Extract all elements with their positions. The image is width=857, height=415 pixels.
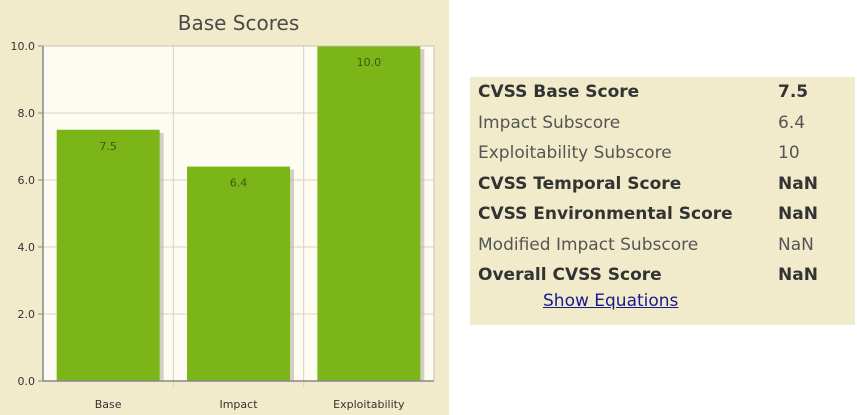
bar-value-label: 10.0 <box>357 56 382 69</box>
show-equations-link[interactable]: Show Equations <box>543 291 679 311</box>
score-value: 7.5 <box>778 82 809 103</box>
score-label: CVSS Temporal Score <box>478 173 682 194</box>
y-tick-label: 0.0 <box>18 375 36 388</box>
score-value: 10 <box>778 143 800 164</box>
score-label: Exploitability Subscore <box>478 143 672 164</box>
score-row: Exploitability Subscore 10 <box>470 138 848 169</box>
x-category-label: Impact <box>219 398 258 411</box>
score-label: CVSS Base Score <box>478 82 640 103</box>
bar <box>317 46 421 381</box>
y-tick-label: 2.0 <box>18 308 36 321</box>
bar-value-label: 7.5 <box>99 140 117 153</box>
bar-value-label: 6.4 <box>230 177 248 190</box>
score-value: NaN <box>778 204 818 225</box>
x-category-label: Exploitability <box>333 398 405 411</box>
chart-svg: Base Scores 0.0 2.0 4.0 6.0 8.0 10.0 7.5 Base 6.4… <box>11 11 435 411</box>
x-category-label: Base <box>95 398 122 411</box>
score-summary-panel: CVSS Base Score 7.5 Impact Subscore 6.4 Expl… <box>470 77 855 325</box>
score-value: NaN <box>778 265 818 286</box>
score-row: CVSS Temporal Score NaN <box>470 169 848 200</box>
chart-title: Base Scores <box>178 11 300 35</box>
score-label: Modified Impact Subscore <box>478 234 699 255</box>
score-row: Impact Subscore 6.4 <box>470 108 848 139</box>
y-tick-label: 8.0 <box>18 107 36 120</box>
score-row: CVSS Environmental Score NaN <box>470 199 848 230</box>
score-row: CVSS Base Score 7.5 <box>470 77 848 108</box>
base-scores-chart: Base Scores 0.0 2.0 4.0 6.0 8.0 10.0 7.5 Base 6.4… <box>0 0 449 415</box>
bar <box>187 166 290 381</box>
bar <box>56 129 160 381</box>
y-tick-label: 10.0 <box>11 40 36 53</box>
y-tick-label: 4.0 <box>18 241 36 254</box>
score-value: NaN <box>778 234 814 255</box>
score-value: NaN <box>778 173 818 194</box>
score-table: CVSS Base Score 7.5 Impact Subscore 6.4 Expl… <box>470 77 848 291</box>
y-tick-label: 6.0 <box>18 174 36 187</box>
score-row: Modified Impact Subscore NaN <box>470 230 848 261</box>
score-label: CVSS Environmental Score <box>478 204 733 225</box>
score-row: Overall CVSS Score NaN <box>470 260 848 291</box>
score-label: Impact Subscore <box>478 112 621 133</box>
score-value: 6.4 <box>778 112 806 133</box>
score-label: Overall CVSS Score <box>478 265 662 286</box>
